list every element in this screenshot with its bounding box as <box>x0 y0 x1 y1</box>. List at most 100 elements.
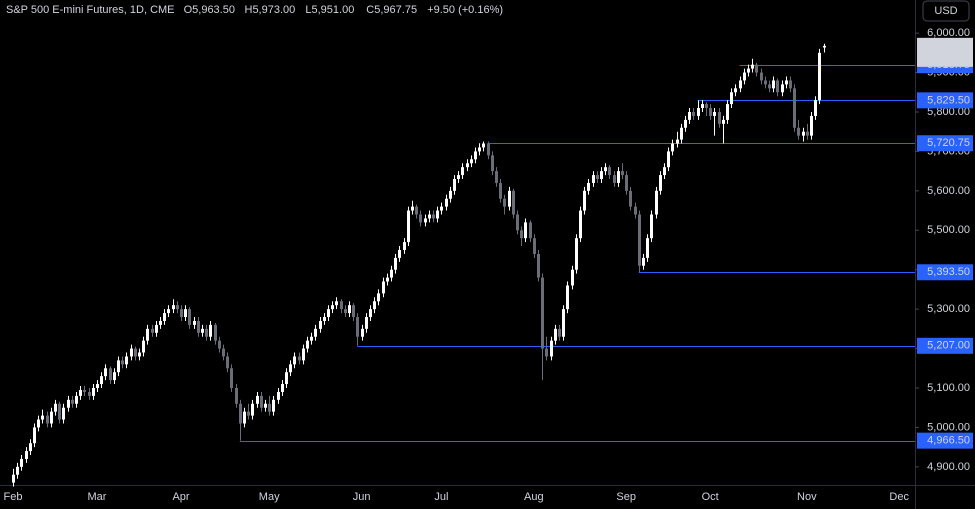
candle-body <box>684 119 687 128</box>
candle-body <box>642 257 645 266</box>
candle-body <box>256 395 259 404</box>
candle-body <box>743 72 746 81</box>
y-tick-label: 5,000.00 <box>927 421 970 433</box>
candle-body <box>50 411 53 424</box>
candle-body <box>125 356 128 365</box>
candle-body <box>440 206 443 211</box>
candle-body <box>289 364 292 373</box>
candle-body <box>138 352 141 357</box>
candle-body <box>638 214 641 266</box>
x-tick-label: Sep <box>616 491 636 503</box>
candle-body <box>814 100 817 116</box>
candle-body <box>734 88 737 93</box>
candle-body <box>550 340 553 357</box>
candle-body <box>449 190 452 199</box>
y-tick-label: 6,000.00 <box>927 27 970 39</box>
candle-body <box>650 214 653 239</box>
x-tick-label: Feb <box>4 491 23 503</box>
candle-body <box>579 210 582 239</box>
candle-body <box>516 214 519 231</box>
candle-body <box>293 356 296 365</box>
candle-body <box>583 190 586 211</box>
candle-body <box>554 328 557 341</box>
candle-body <box>201 328 204 333</box>
candle-body <box>386 277 389 282</box>
candle-body <box>25 451 28 459</box>
candle-body <box>340 301 343 310</box>
candle-body <box>377 293 380 302</box>
candle-body <box>461 167 464 176</box>
legend-value: L5,951.00 <box>305 4 354 16</box>
candle-body <box>512 190 515 215</box>
level-label: 5,720.75 <box>927 137 970 149</box>
candle-body <box>188 309 191 325</box>
y-tick-label: 5,800.00 <box>927 106 970 118</box>
candle-body <box>415 206 418 215</box>
candle-body <box>142 340 145 353</box>
candle-body <box>718 111 721 124</box>
legend-value: H5,973.00 <box>245 4 296 16</box>
candle-body <box>163 313 166 321</box>
candle-body <box>130 348 133 357</box>
last-price-box <box>917 37 973 67</box>
candle-body <box>575 238 578 270</box>
candle-body <box>428 214 431 219</box>
candle-body <box>230 368 233 388</box>
candle-body <box>676 139 679 144</box>
x-tick-label: Jul <box>434 491 448 503</box>
candle-body <box>214 324 217 341</box>
candle-body <box>172 305 175 310</box>
candle-body <box>277 391 280 400</box>
level-label: 5,207.00 <box>927 340 970 352</box>
candle-body <box>541 277 544 349</box>
candle-body <box>352 305 355 318</box>
candle-body <box>713 111 716 116</box>
currency-label[interactable]: USD <box>934 5 957 17</box>
candle-body <box>529 222 532 239</box>
candle-body <box>327 309 330 318</box>
candle-body <box>751 64 754 69</box>
candle-body <box>432 214 435 219</box>
candle-body <box>268 403 271 412</box>
candle-body <box>487 143 490 156</box>
candle-body <box>146 328 149 341</box>
candle-body <box>96 384 99 388</box>
candle-body <box>634 206 637 215</box>
candle-body <box>592 175 595 183</box>
candle-body <box>54 403 57 412</box>
level-label: 5,829.50 <box>927 94 970 106</box>
candle-body <box>197 320 200 333</box>
candle-body <box>688 111 691 120</box>
candle-body <box>810 115 813 136</box>
candle-body <box>806 131 809 136</box>
candle-body <box>629 190 632 207</box>
candle-body <box>159 320 162 325</box>
candle-body <box>356 317 359 337</box>
candle-body <box>478 147 481 152</box>
candle-body <box>776 80 779 93</box>
candle-body <box>499 182 502 199</box>
candle-body <box>587 182 590 191</box>
candle-body <box>482 143 485 148</box>
candle-body <box>562 309 565 337</box>
candle-body <box>789 80 792 89</box>
level-label-box <box>917 432 973 449</box>
currency-button[interactable] <box>922 0 970 22</box>
y-tick-label: 5,300.00 <box>927 303 970 315</box>
candle-body <box>726 104 729 120</box>
x-tick-label: Jun <box>353 491 371 503</box>
candle-body <box>394 257 397 270</box>
candle-body <box>823 45 826 48</box>
legend-value: C5,967.75 <box>366 4 417 16</box>
candle-body <box>75 395 78 404</box>
candle-body <box>566 285 569 310</box>
candle-body <box>314 328 317 337</box>
candle-body <box>109 368 112 381</box>
legend-value: O5,963.50 <box>184 4 235 16</box>
candle-body <box>176 305 179 310</box>
candle-body <box>71 399 74 404</box>
candle-body <box>285 372 288 385</box>
candle-body <box>659 175 662 191</box>
